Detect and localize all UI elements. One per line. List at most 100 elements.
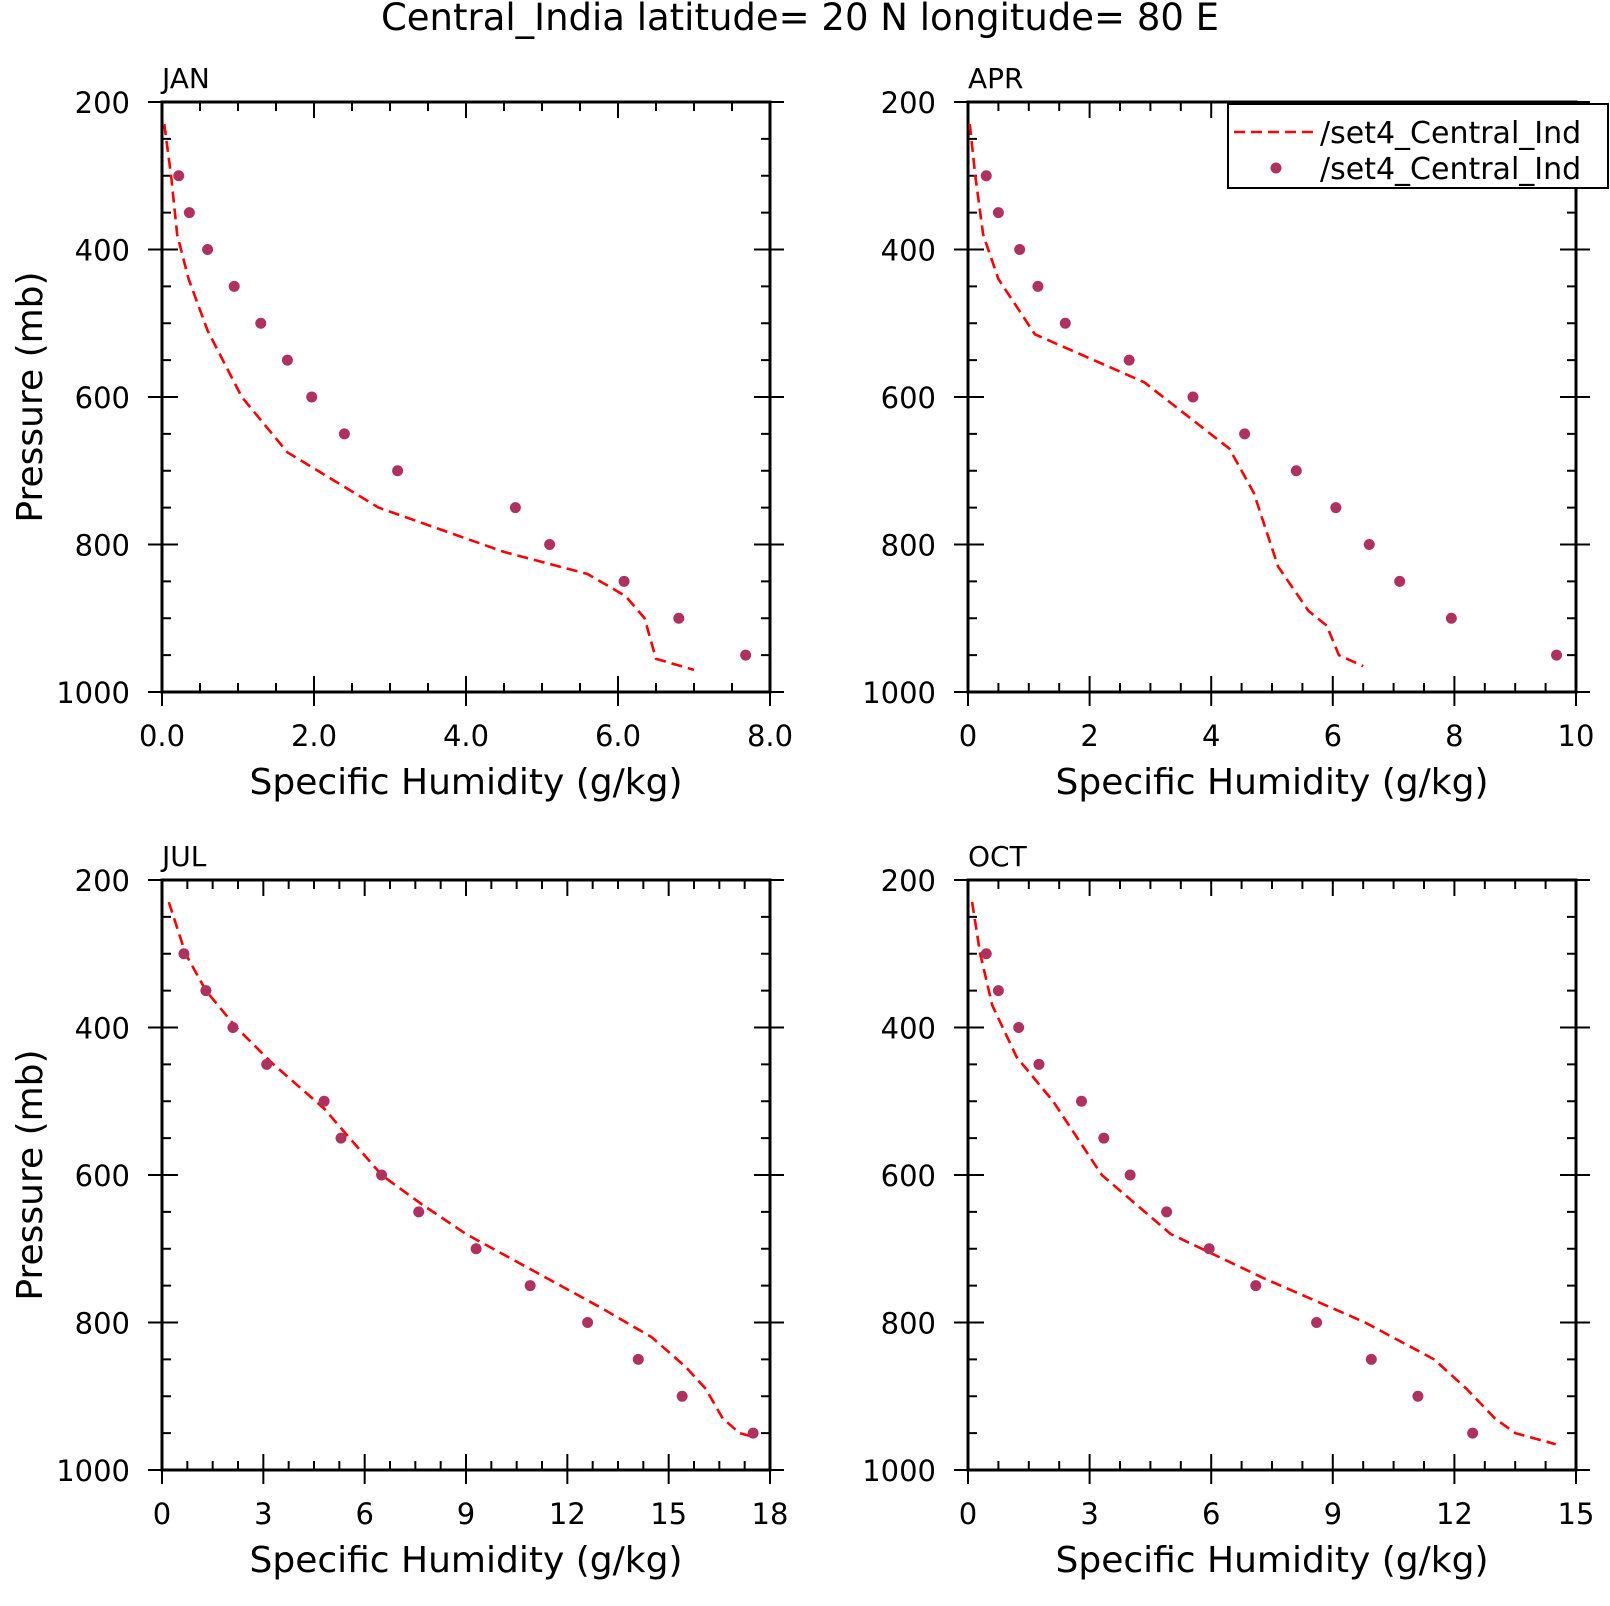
data-point bbox=[228, 280, 240, 292]
y-axis-label: Pressure (mb) bbox=[10, 1049, 51, 1300]
x-tick-label: 9 bbox=[457, 1497, 475, 1531]
x-tick-label: 6.0 bbox=[595, 719, 641, 753]
y-tick-label: 800 bbox=[881, 529, 936, 563]
data-point bbox=[173, 170, 185, 182]
data-point bbox=[1161, 1206, 1173, 1218]
panel-jan: 0.0 2.0 4.0 6.0 8.0 200 400 600 800 1000 JAN Specif… bbox=[10, 62, 793, 803]
data-point bbox=[1013, 1022, 1025, 1033]
data-point bbox=[1123, 354, 1135, 366]
panel-oct: 0 3 6 9 12 15 200 400 600 800 1000 OCT Specific Humi… bbox=[862, 840, 1594, 1581]
data-point bbox=[200, 985, 212, 997]
data-point bbox=[980, 170, 992, 182]
data-point bbox=[392, 465, 404, 477]
legend-label: /set4_Central_Ind bbox=[1320, 152, 1581, 187]
x-tick-label: 4.0 bbox=[443, 719, 489, 753]
y-tick-label: 800 bbox=[75, 1307, 130, 1341]
data-point bbox=[1412, 1390, 1424, 1402]
data-point bbox=[318, 1095, 330, 1107]
x-tick-label: 4 bbox=[1202, 719, 1220, 753]
x-tick-label: 15 bbox=[650, 1497, 687, 1531]
y-tick-label: 200 bbox=[881, 864, 936, 898]
legend: /set4_Central_Ind/set4_Central_Ind bbox=[1227, 103, 1609, 189]
y-tick-label: 600 bbox=[881, 381, 936, 415]
data-point bbox=[740, 649, 752, 661]
x-tick-label: 18 bbox=[752, 1497, 789, 1531]
plot-frame bbox=[966, 878, 1578, 1472]
x-tick-label: 6 bbox=[1324, 719, 1342, 753]
data-point bbox=[1032, 280, 1044, 292]
data-point bbox=[1239, 428, 1251, 440]
data-point bbox=[281, 354, 293, 366]
x-axis-label: Specific Humidity (g/kg) bbox=[249, 762, 682, 803]
data-point bbox=[1033, 1058, 1045, 1070]
x-tick-label: 6 bbox=[1202, 1497, 1220, 1531]
x-tick-label: 10 bbox=[1558, 719, 1595, 753]
data-point bbox=[524, 1280, 536, 1292]
data-point bbox=[1445, 612, 1457, 624]
data-point bbox=[1311, 1317, 1323, 1328]
data-point bbox=[992, 985, 1004, 997]
data-point bbox=[183, 207, 195, 219]
x-tick-label: 3 bbox=[254, 1497, 272, 1531]
data-point bbox=[1365, 1353, 1377, 1365]
y-tick-label: 400 bbox=[881, 1012, 936, 1046]
x-tick-label: 8.0 bbox=[747, 719, 793, 753]
x-axis-label: Specific Humidity (g/kg) bbox=[1055, 1540, 1488, 1581]
y-tick-label: 600 bbox=[75, 1159, 130, 1193]
y-tick-label: 400 bbox=[75, 234, 130, 268]
x-tick-label: 12 bbox=[1436, 1497, 1473, 1531]
y-tick-label: 1000 bbox=[862, 1454, 936, 1488]
data-point bbox=[255, 317, 267, 329]
y-tick-label: 600 bbox=[881, 1159, 936, 1193]
series-line bbox=[167, 901, 754, 1439]
data-point bbox=[227, 1022, 239, 1033]
data-point bbox=[1363, 539, 1375, 550]
x-tick-label: 0.0 bbox=[139, 719, 185, 753]
data-point bbox=[178, 948, 190, 960]
x-tick-label: 0 bbox=[153, 1497, 171, 1531]
data-point bbox=[1059, 317, 1071, 329]
legend-label: /set4_Central_Ind bbox=[1320, 116, 1581, 151]
y-tick-label: 200 bbox=[881, 86, 936, 120]
y-tick-label: 600 bbox=[75, 381, 130, 415]
data-point bbox=[1014, 244, 1026, 255]
x-tick-label: 15 bbox=[1558, 1497, 1595, 1531]
figure-title: Central_India latitude= 20 N longitude= … bbox=[381, 0, 1219, 39]
x-axis-label: Specific Humidity (g/kg) bbox=[1055, 762, 1488, 803]
y-tick-label: 1000 bbox=[862, 676, 936, 710]
data-point bbox=[509, 502, 521, 514]
data-point bbox=[676, 1390, 688, 1402]
data-point bbox=[632, 1353, 644, 1365]
x-tick-label: 3 bbox=[1080, 1497, 1098, 1531]
x-tick-label: 9 bbox=[1324, 1497, 1342, 1531]
data-point bbox=[1124, 1169, 1136, 1181]
y-tick-label: 200 bbox=[75, 864, 130, 898]
data-point bbox=[413, 1206, 425, 1218]
legend-dot-swatch bbox=[1270, 162, 1282, 174]
data-point bbox=[1075, 1095, 1087, 1107]
plot-frame bbox=[160, 878, 772, 1472]
data-point bbox=[1187, 391, 1199, 403]
x-tick-label: 12 bbox=[549, 1497, 586, 1531]
data-point bbox=[544, 539, 556, 550]
panels: 0.0 2.0 4.0 6.0 8.02004006008001000JANSpecif… bbox=[10, 62, 1594, 1581]
data-point bbox=[980, 948, 992, 960]
data-point bbox=[1551, 649, 1563, 661]
y-tick-label: 400 bbox=[75, 1012, 130, 1046]
x-axis-label: Specific Humidity (g/kg) bbox=[249, 1540, 682, 1581]
data-point bbox=[1203, 1243, 1215, 1255]
x-tick-label: 6 bbox=[355, 1497, 373, 1531]
data-point bbox=[1330, 502, 1342, 514]
y-tick-label: 400 bbox=[881, 234, 936, 268]
x-tick-label: 0 bbox=[959, 1497, 977, 1531]
panel-label: JAN bbox=[160, 62, 210, 95]
y-tick-label: 1000 bbox=[56, 676, 130, 710]
data-point bbox=[747, 1427, 759, 1439]
data-point bbox=[338, 428, 350, 440]
data-point bbox=[376, 1169, 388, 1181]
y-tick-label: 800 bbox=[881, 1307, 936, 1341]
legend-box bbox=[1227, 103, 1609, 189]
y-tick-label: 200 bbox=[75, 86, 130, 120]
